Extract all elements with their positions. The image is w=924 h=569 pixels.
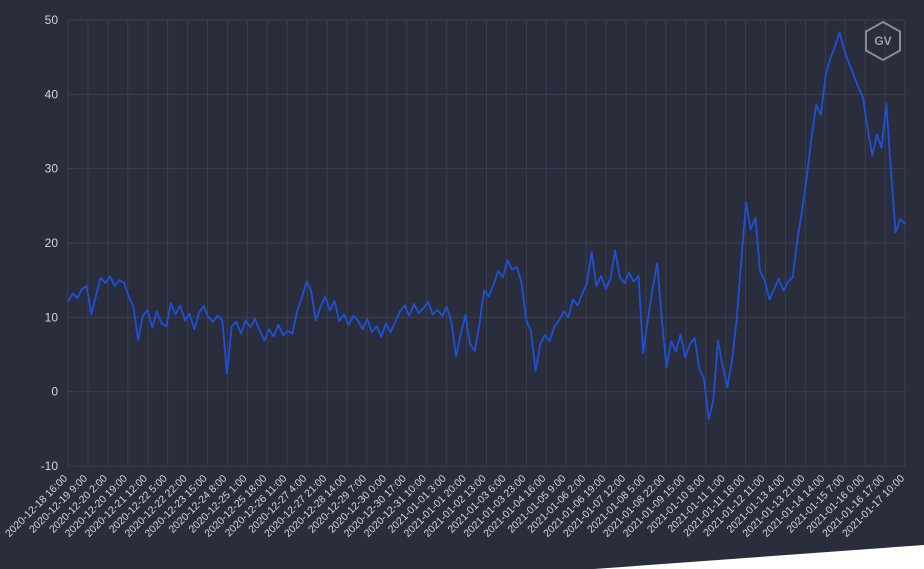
y-tick-label: 40 bbox=[45, 87, 59, 101]
hexagon-icon bbox=[865, 20, 901, 62]
gv-logo: GV bbox=[864, 20, 902, 62]
y-tick-label: 50 bbox=[45, 13, 59, 27]
y-tick-label: 10 bbox=[45, 310, 59, 324]
y-tick-label: 30 bbox=[45, 162, 59, 176]
y-tick-label: 0 bbox=[51, 385, 58, 399]
logo-text: GV bbox=[874, 34, 891, 48]
y-tick-label: 20 bbox=[45, 236, 59, 250]
y-tick-label: -10 bbox=[41, 459, 59, 473]
series-line bbox=[67, 31, 906, 421]
